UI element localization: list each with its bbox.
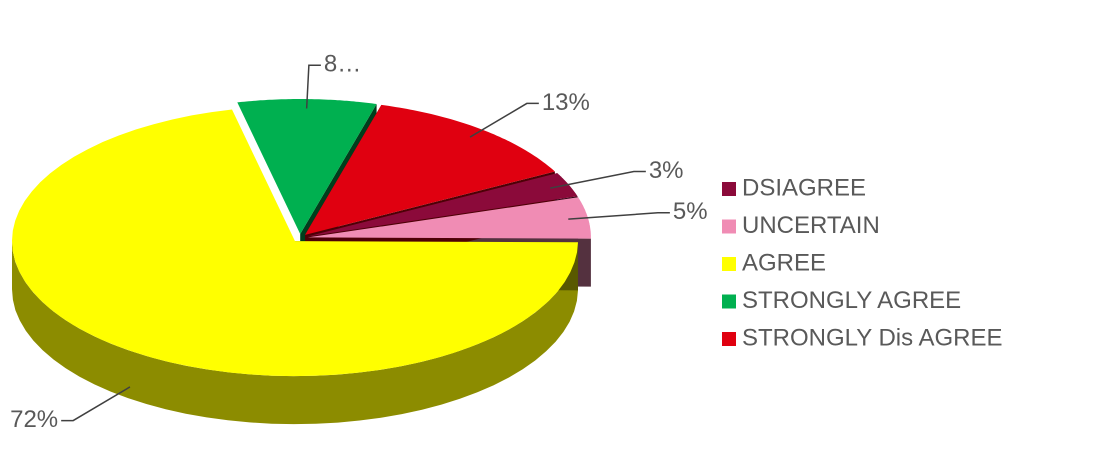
legend-swatch <box>722 294 736 309</box>
data-label: 13% <box>542 89 590 116</box>
slice <box>12 109 578 377</box>
data-label: 5% <box>673 198 708 225</box>
leader-line <box>469 102 539 138</box>
data-label: 8… <box>324 51 361 78</box>
legend-swatch <box>722 182 736 196</box>
slice <box>237 99 377 235</box>
legend-label: AGREE <box>742 249 826 276</box>
leader-line <box>61 386 131 422</box>
data-label: 3% <box>649 157 684 184</box>
slice <box>307 173 578 237</box>
legend-label: DSIAGREE <box>742 174 866 201</box>
legend-swatch <box>722 257 736 271</box>
legend-label: STRONGLY Dis AGREE <box>742 324 1003 351</box>
slice-side <box>12 241 578 425</box>
leader-line <box>568 212 670 220</box>
legend-swatch <box>722 332 736 346</box>
slice <box>305 104 555 235</box>
legend-swatch <box>722 219 736 234</box>
slice <box>307 197 591 239</box>
leader-line <box>550 170 646 189</box>
legend-label: STRONGLY AGREE <box>742 287 961 314</box>
leader-line <box>305 64 321 109</box>
data-label: 72% <box>10 406 58 433</box>
legend-label: UNCERTAIN <box>742 212 880 239</box>
